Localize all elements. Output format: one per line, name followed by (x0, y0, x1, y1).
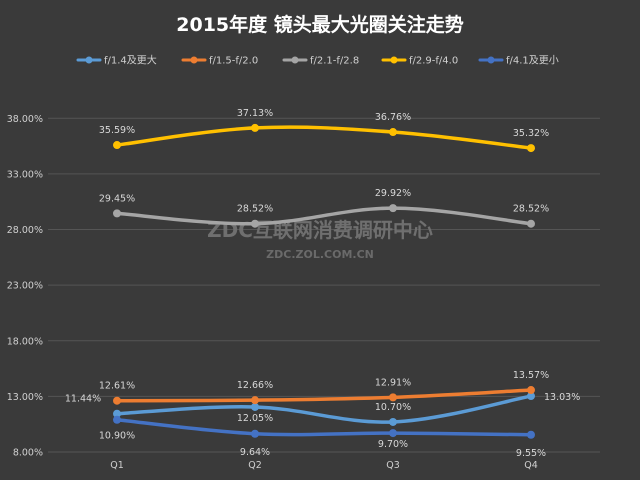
data-label: 29.45% (99, 193, 135, 204)
legend-label: f/1.5-f/2.0 (209, 56, 258, 67)
data-label: 37.13% (237, 108, 273, 119)
data-point (113, 141, 121, 150)
data-label: 35.32% (513, 128, 549, 139)
y-tick-label: 33.00% (7, 169, 43, 180)
series-2 (113, 386, 535, 405)
data-point (251, 402, 259, 411)
data-label: 10.90% (99, 431, 135, 442)
data-point (113, 409, 121, 418)
data-point (389, 393, 397, 402)
series-line (115, 417, 533, 437)
data-point (113, 209, 121, 218)
data-point (251, 123, 259, 132)
series-4 (113, 123, 535, 153)
legend-marker (190, 56, 198, 64)
data-point (251, 429, 259, 438)
legend-item: f/2.1-f/2.8 (282, 56, 359, 67)
series-line (115, 388, 533, 403)
data-point (527, 392, 535, 401)
legend: f/1.4及更大 f/1.5-f/2.0 f/2.1-f/2.8 f/2.9-f/4.… (76, 54, 559, 67)
data-label: 9.70% (378, 439, 408, 450)
data-point (389, 429, 397, 438)
series-5 (113, 415, 535, 439)
legend-item: f/2.9-f/4.0 (381, 56, 458, 67)
data-label: 13.57% (513, 370, 549, 381)
y-axis: 8.00% 13.00% 18.00% 23.00% 28.00% 33.00% 38.00… (7, 114, 43, 459)
data-point (389, 204, 397, 213)
data-label: 12.05% (237, 413, 273, 424)
legend-marker (85, 56, 93, 64)
y-tick-label: 28.00% (7, 225, 43, 236)
legend-marker (487, 56, 495, 64)
data-label: 28.52% (513, 204, 549, 215)
data-point (251, 219, 259, 228)
x-tick-label: Q2 (248, 460, 262, 471)
x-tick-label: Q4 (524, 460, 538, 471)
series-line (115, 206, 533, 226)
legend-item: f/1.5-f/2.0 (181, 56, 258, 67)
watermark-sub: ZDC.ZOL.COM.CN (266, 248, 374, 261)
y-tick-label: 23.00% (7, 281, 43, 292)
data-point (527, 386, 535, 395)
data-point (251, 396, 259, 405)
data-label: 36.76% (375, 112, 411, 123)
data-label: 29.92% (375, 188, 411, 199)
data-point (113, 415, 121, 424)
watermark-main: ZDC互联网消费调研中心 (207, 218, 433, 242)
legend-label: f/1.4及更大 (104, 54, 157, 67)
x-tick-label: Q1 (110, 460, 124, 471)
data-label: 35.59% (99, 125, 135, 136)
series-line (115, 394, 533, 424)
data-point (527, 430, 535, 439)
legend-marker (291, 56, 299, 64)
legend-label: f/2.9-f/4.0 (409, 56, 458, 67)
legend-label: f/2.1-f/2.8 (310, 56, 359, 67)
data-label: 10.70% (375, 402, 411, 413)
data-label: 9.64% (240, 447, 270, 458)
data-label: 11.44% (65, 394, 101, 405)
data-label: 12.91% (375, 377, 411, 388)
data-point (389, 417, 397, 426)
y-tick-label: 18.00% (7, 336, 43, 347)
y-tick-label: 13.00% (7, 392, 43, 403)
legend-item: f/1.4及更大 (76, 54, 157, 67)
data-label: 28.52% (237, 204, 273, 215)
grid-lines (48, 117, 600, 453)
data-label: 12.66% (237, 380, 273, 391)
legend-label: f/4.1及更小 (506, 55, 559, 67)
data-label: 12.61% (99, 381, 135, 392)
series-1 (113, 392, 535, 426)
series-group (113, 123, 535, 439)
legend-marker (390, 56, 398, 64)
y-tick-label: 38.00% (7, 114, 43, 125)
series-line (115, 125, 533, 150)
data-point (527, 144, 535, 153)
data-labels: 11.44% 12.05% 10.70% 13.03% 12.61% 12.66% 12.9… (65, 108, 580, 459)
x-tick-label: Q3 (386, 460, 400, 471)
data-point (389, 128, 397, 137)
chart-title: 2015年度 镜头最大光圈关注走势 (176, 13, 464, 36)
data-point (527, 219, 535, 228)
y-tick-label: 8.00% (13, 448, 43, 459)
data-point (113, 396, 121, 405)
legend-item: f/4.1及更小 (478, 55, 559, 67)
x-axis: Q1 Q2 Q3 Q4 (110, 460, 538, 471)
data-label: 13.03% (544, 392, 580, 403)
data-label: 9.55% (516, 448, 546, 459)
series-3 (113, 204, 535, 228)
